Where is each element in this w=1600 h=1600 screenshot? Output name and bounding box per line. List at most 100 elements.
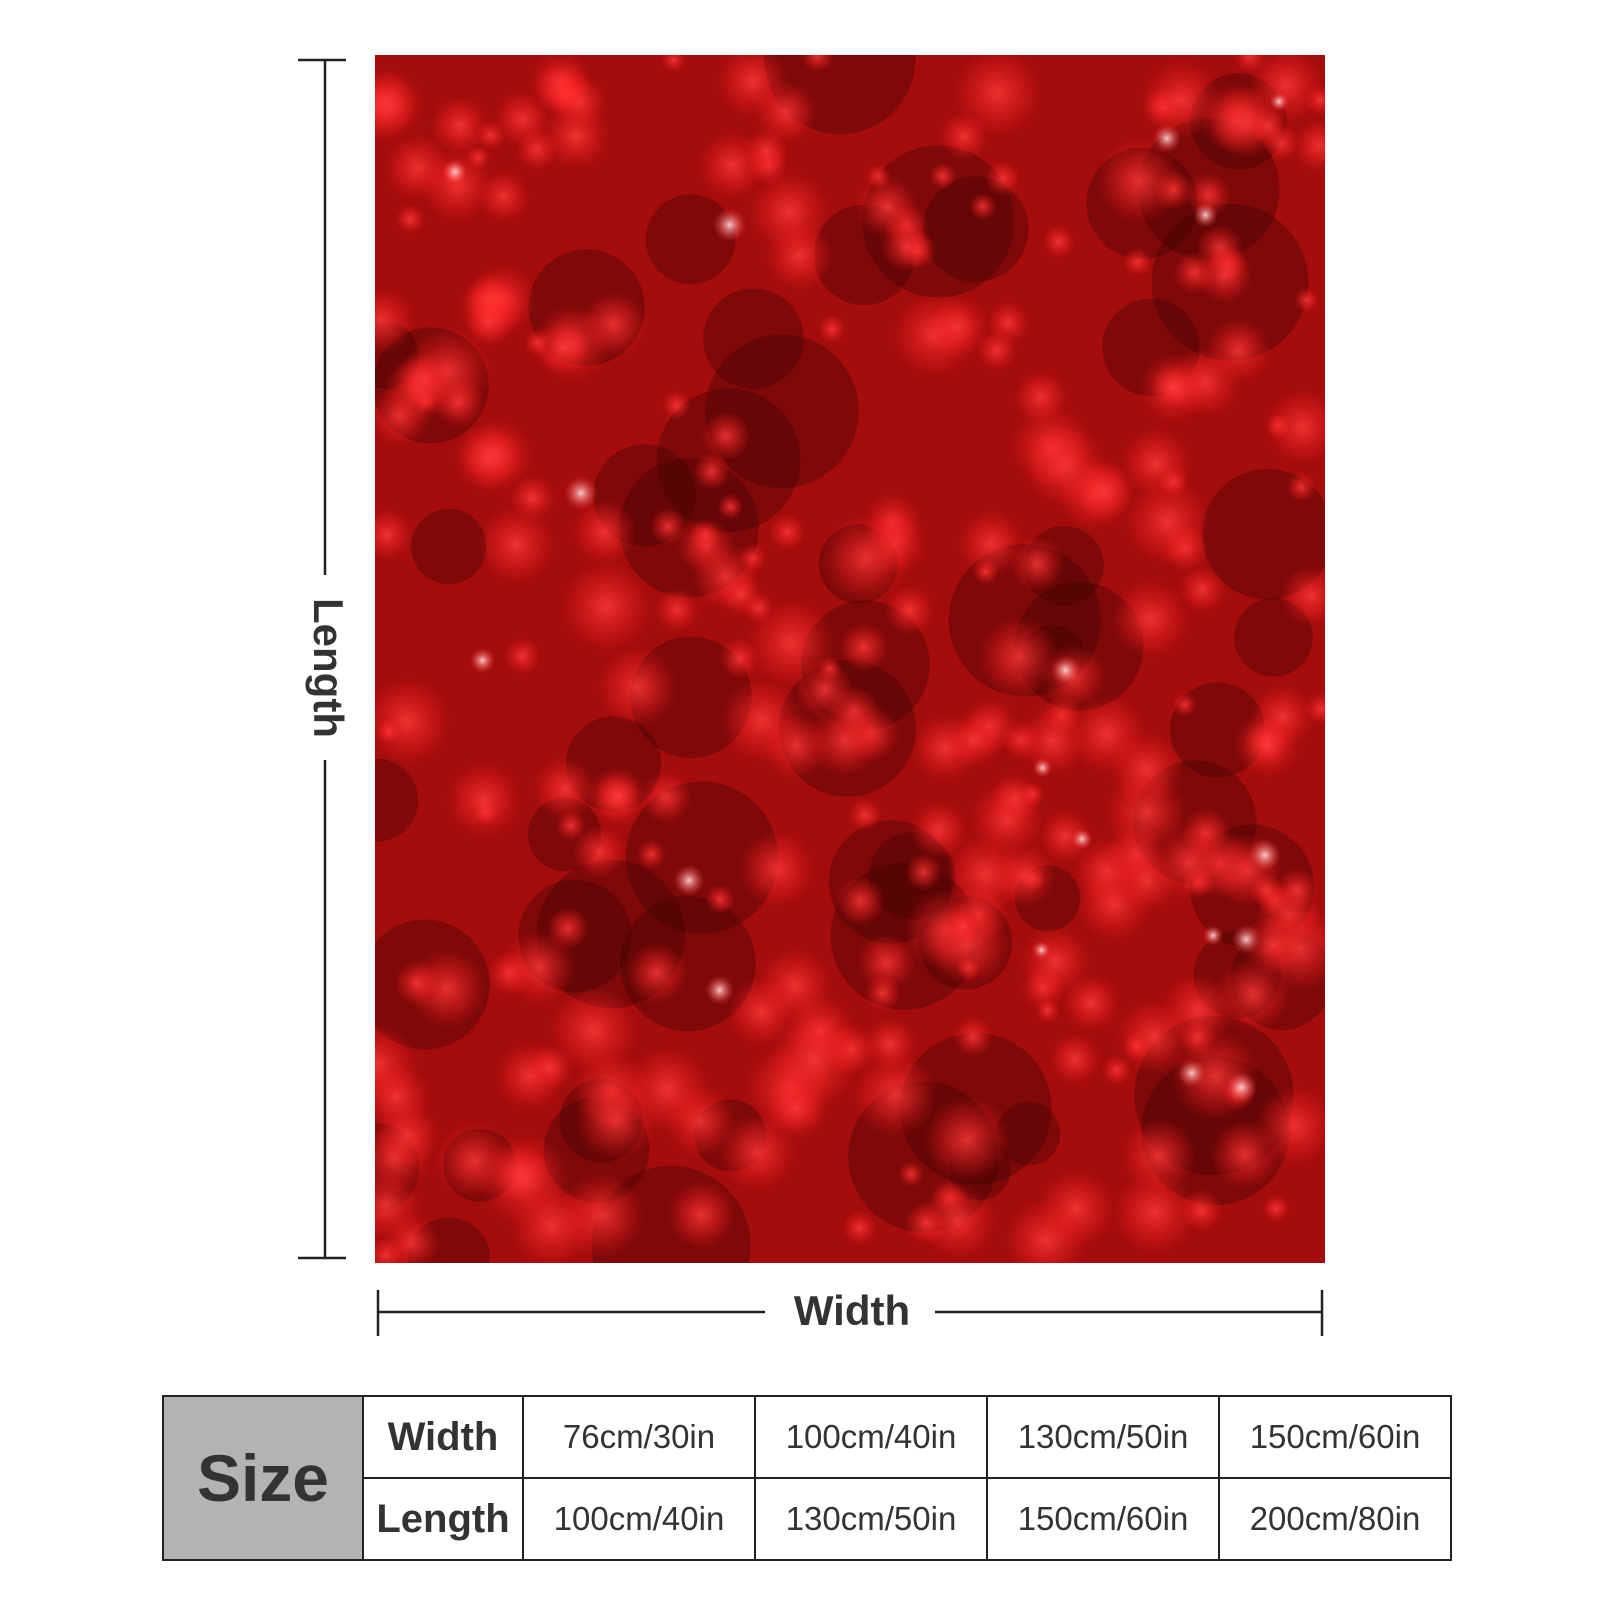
- bokeh: [572, 825, 626, 878]
- bokeh: [580, 291, 646, 357]
- glint: [1152, 124, 1182, 153]
- bokeh: [561, 561, 651, 652]
- bokeh: [946, 835, 1025, 914]
- bokeh: [757, 948, 832, 1023]
- cell: 76cm/30in: [522, 1395, 756, 1479]
- bokeh: [1123, 247, 1152, 276]
- glint: [713, 208, 747, 242]
- bokeh: [1039, 810, 1092, 863]
- cell: 100cm/40in: [754, 1395, 988, 1479]
- bokeh: [1242, 914, 1303, 976]
- glint: [704, 975, 735, 1005]
- glint: [1032, 941, 1051, 959]
- bokeh: [494, 91, 550, 147]
- glint: [1071, 828, 1093, 850]
- length-label: Length: [305, 598, 352, 738]
- bokeh: [486, 951, 532, 996]
- width-label: Width: [794, 1287, 910, 1334]
- bokeh: [1106, 772, 1187, 853]
- size-table: Size Width 76cm/30in 100cm/40in 130cm/50…: [162, 1395, 1452, 1561]
- cell: 150cm/60in: [986, 1477, 1220, 1561]
- bokeh: [1111, 580, 1189, 658]
- bokeh: [447, 763, 521, 837]
- bokeh: [958, 510, 1024, 577]
- glint: [1248, 838, 1282, 872]
- bokeh: [655, 587, 699, 632]
- bokeh: [688, 519, 722, 553]
- bokeh: [1265, 390, 1325, 464]
- bokeh: [929, 162, 957, 190]
- bokeh: [976, 330, 1017, 371]
- cell: 130cm/50in: [986, 1395, 1220, 1479]
- bokeh: [553, 75, 607, 129]
- bokeh: [662, 390, 691, 420]
- bokeh: [947, 714, 1001, 768]
- shadow: [922, 176, 1029, 283]
- bokeh: [1178, 1018, 1217, 1057]
- bokeh: [375, 678, 450, 764]
- glint: [673, 864, 705, 896]
- bokeh: [1125, 480, 1210, 564]
- bokeh: [904, 853, 943, 891]
- bokeh: [801, 55, 834, 73]
- bokeh: [1196, 247, 1253, 304]
- bokeh: [1294, 287, 1319, 313]
- shadow: [411, 508, 487, 585]
- bokeh: [536, 320, 590, 375]
- glint: [564, 476, 598, 510]
- bokeh: [572, 499, 637, 565]
- bokeh: [375, 288, 415, 354]
- bokeh: [555, 810, 587, 841]
- bokeh: [738, 831, 815, 907]
- bokeh: [701, 411, 751, 461]
- bokeh: [524, 329, 552, 357]
- bokeh: [1067, 695, 1146, 773]
- bokeh: [1293, 120, 1325, 172]
- bokeh: [454, 424, 521, 491]
- bokeh: [593, 772, 641, 820]
- bokeh: [376, 719, 401, 744]
- bokeh: [769, 514, 806, 551]
- bokeh: [1042, 225, 1075, 258]
- bokeh: [939, 112, 988, 161]
- cell: 150cm/60in: [1218, 1395, 1452, 1479]
- bokeh: [1063, 974, 1120, 1032]
- bokeh: [375, 70, 423, 139]
- bokeh: [1249, 873, 1284, 907]
- row-label: Width: [362, 1395, 524, 1479]
- bokeh: [954, 55, 1041, 136]
- bokeh: [1178, 566, 1226, 613]
- glint: [442, 159, 468, 184]
- bokeh: [818, 315, 846, 343]
- blanket-pattern: [375, 55, 1325, 1263]
- glint: [1231, 924, 1261, 954]
- shadow: [375, 758, 419, 842]
- bokeh: [1262, 1194, 1291, 1223]
- bokeh: [857, 933, 916, 992]
- width-dimension: [376, 1290, 1324, 1336]
- bokeh: [1206, 318, 1271, 382]
- bokeh: [864, 974, 901, 1012]
- bokeh: [945, 909, 980, 945]
- bokeh: [510, 1184, 593, 1263]
- bokeh: [639, 771, 692, 824]
- bokeh: [375, 1171, 420, 1240]
- bokeh: [769, 1016, 859, 1105]
- bokeh: [835, 876, 886, 926]
- bokeh: [909, 801, 968, 859]
- bokeh: [955, 955, 981, 981]
- glint: [1226, 1072, 1257, 1103]
- glint: [1193, 202, 1219, 228]
- bokeh: [717, 493, 744, 520]
- bokeh: [504, 637, 541, 675]
- bokeh: [705, 884, 735, 915]
- bokeh: [1286, 472, 1316, 502]
- bokeh: [395, 350, 453, 408]
- bokeh: [884, 585, 935, 636]
- bokeh: [1152, 826, 1226, 900]
- bokeh: [755, 81, 817, 143]
- glint: [470, 647, 495, 673]
- bokeh: [394, 960, 440, 1006]
- bokeh: [1035, 997, 1060, 1023]
